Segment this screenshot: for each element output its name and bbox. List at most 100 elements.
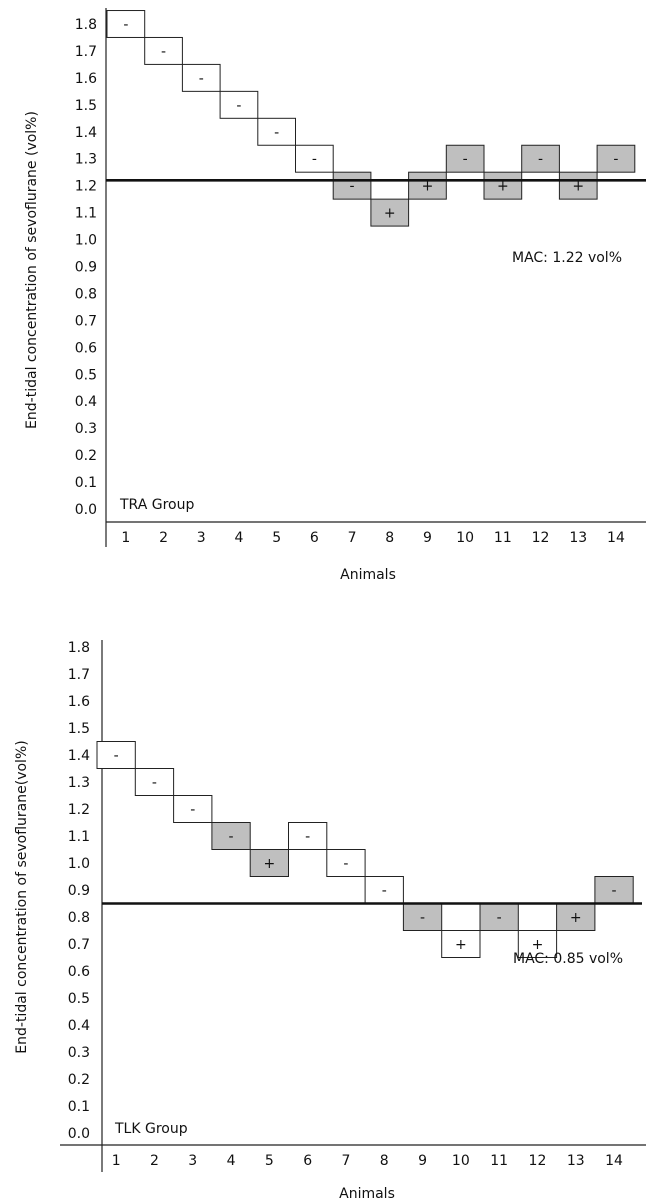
y-tick-label: 0.4 <box>75 394 97 410</box>
response-sign: - <box>123 17 128 33</box>
x-tick-label: 1 <box>112 1153 121 1169</box>
mac-label: MAC: 1.22 vol% <box>512 250 622 266</box>
y-tick-label: 1.6 <box>68 694 90 710</box>
x-tick-label: 3 <box>197 530 206 546</box>
y-tick-label: 0.9 <box>75 260 97 276</box>
x-tick-label: 14 <box>605 1153 623 1169</box>
response-sign: + <box>422 179 434 195</box>
y-tick-label: 1.8 <box>68 640 90 656</box>
response-box <box>181 63 221 92</box>
response-sign: - <box>613 152 618 168</box>
response-sign: + <box>572 179 584 195</box>
y-tick-label: 0.3 <box>68 1045 90 1061</box>
y-tick-label: 1.0 <box>68 856 90 872</box>
y-tick-label: 1.1 <box>75 206 97 222</box>
response-box <box>596 144 636 173</box>
x-tick-label: 10 <box>452 1153 470 1169</box>
y-tick-label: 1.5 <box>68 721 90 737</box>
response-sign: - <box>229 829 234 845</box>
response-box <box>483 171 523 200</box>
response-box <box>249 849 289 877</box>
response-box <box>517 930 558 958</box>
response-box <box>144 36 183 65</box>
x-tick-label: 13 <box>569 530 587 546</box>
x-tick-label: 13 <box>567 1153 585 1169</box>
response-sign: - <box>274 125 279 141</box>
response-box <box>370 198 410 227</box>
y-tick-label: 0.5 <box>75 367 97 383</box>
response-sign: - <box>497 910 502 926</box>
y-axis-label: End-tidal concentration of sevoflurane(v… <box>14 740 30 1053</box>
response-sign: - <box>199 71 204 87</box>
x-tick-label: 5 <box>272 530 281 546</box>
y-tick-label: 0.2 <box>75 448 97 464</box>
x-tick-label: 11 <box>494 530 512 546</box>
x-tick-label: 12 <box>529 1153 547 1169</box>
y-tick-label: 0.7 <box>75 313 97 329</box>
y-tick-label: 1.8 <box>75 17 97 33</box>
response-box <box>594 876 634 904</box>
x-axis-label: Animals <box>339 1186 395 1202</box>
response-sign: - <box>350 179 355 195</box>
response-sign: - <box>114 748 119 764</box>
response-box <box>106 10 146 38</box>
y-tick-label: 1.3 <box>68 775 90 791</box>
group-label: TLK Group <box>114 1121 188 1137</box>
x-axis-label: Animals <box>340 567 396 583</box>
response-sign: - <box>538 152 543 168</box>
y-tick-label: 0.8 <box>68 910 90 926</box>
y-tick-label: 0.7 <box>68 937 90 953</box>
response-box <box>521 144 560 173</box>
response-sign: - <box>305 829 310 845</box>
y-tick-label: 0.6 <box>68 964 90 980</box>
y-tick-label: 1.6 <box>75 71 97 87</box>
response-sign: + <box>384 206 396 222</box>
x-tick-label: 7 <box>341 1153 350 1169</box>
y-tick-label: 0.1 <box>68 1099 90 1115</box>
response-sign: - <box>236 98 241 114</box>
x-tick-label: 3 <box>188 1153 197 1169</box>
x-tick-label: 9 <box>418 1153 427 1169</box>
x-tick-label: 10 <box>456 530 474 546</box>
x-tick-label: 12 <box>532 530 550 546</box>
y-tick-label: 0.8 <box>75 286 97 302</box>
y-tick-label: 1.3 <box>75 152 97 168</box>
response-sign: + <box>455 937 467 953</box>
response-box <box>326 849 366 877</box>
y-tick-label: 1.7 <box>75 44 97 60</box>
y-tick-label: 0.0 <box>68 1126 90 1142</box>
response-sign: + <box>263 856 275 872</box>
response-sign: - <box>190 802 195 818</box>
response-sign: + <box>570 910 582 926</box>
response-sign: - <box>420 910 425 926</box>
y-axis-label: End-tidal concentration of sevoflurane (… <box>24 111 40 429</box>
y-tick-label: 0.2 <box>68 1072 90 1088</box>
mac-label: MAC: 0.85 vol% <box>513 951 623 967</box>
y-tick-label: 0.3 <box>75 421 97 437</box>
x-tick-label: 2 <box>159 530 168 546</box>
response-sign: - <box>382 883 387 899</box>
response-box <box>445 144 485 173</box>
response-box <box>441 930 481 958</box>
y-tick-label: 1.1 <box>68 829 90 845</box>
response-box <box>295 144 334 173</box>
x-tick-label: 8 <box>380 1153 389 1169</box>
y-tick-label: 1.7 <box>68 667 90 683</box>
response-box <box>408 171 447 200</box>
response-sign: - <box>612 883 617 899</box>
y-tick-label: 0.4 <box>68 1018 90 1034</box>
y-tick-label: 1.4 <box>68 748 90 764</box>
response-box <box>332 171 372 200</box>
y-tick-label: 0.9 <box>68 883 90 899</box>
response-box <box>173 795 213 823</box>
y-tick-label: 0.0 <box>75 502 97 518</box>
x-tick-label: 7 <box>348 530 357 546</box>
x-tick-label: 8 <box>385 530 394 546</box>
x-tick-label: 4 <box>227 1153 236 1169</box>
y-tick-label: 1.0 <box>75 233 97 249</box>
y-tick-label: 1.2 <box>68 802 90 818</box>
y-tick-label: 1.2 <box>75 179 97 195</box>
response-box <box>288 822 328 850</box>
